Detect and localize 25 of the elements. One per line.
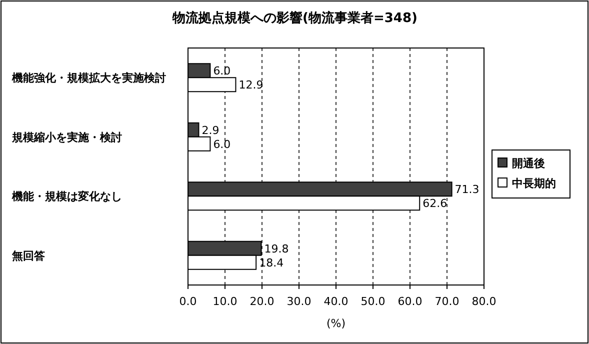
data-label: 18.4	[259, 256, 284, 270]
x-tick-label: 50.0	[360, 295, 386, 308]
data-label: 62.6	[422, 197, 448, 210]
data-label: 19.8	[264, 242, 289, 256]
y-tick-label: 無回答	[11, 249, 46, 262]
y-tick-label: 機能・規模は変化なし	[11, 190, 122, 204]
legend-label: 開通後	[512, 157, 545, 170]
x-tick-label: 10.0	[212, 295, 238, 308]
x-tick-label: 70.0	[434, 295, 460, 308]
x-tick-label: 40.0	[324, 295, 348, 308]
x-tick-label: 0.0	[179, 295, 197, 308]
y-tick-label: 機能強化・規模拡大を実施検討	[11, 72, 166, 85]
data-label: 2.9	[202, 124, 220, 137]
chart-title: 物流拠点規模への影響(物流事業者=348)	[172, 10, 418, 26]
data-label: 71.3	[454, 183, 480, 196]
x-tick-label: 20.0	[250, 295, 274, 308]
x-tick-label: 30.0	[286, 295, 312, 308]
data-label: 6.0	[213, 64, 231, 78]
x-tick-label: 80.0	[472, 295, 496, 308]
legend-label: 中長期的	[512, 177, 556, 190]
x-axis-title: (%)	[326, 317, 346, 330]
data-label: 6.0	[213, 138, 231, 151]
x-tick-label: 60.0	[398, 295, 422, 308]
y-tick-label: 規模縮小を実施・検討	[11, 130, 122, 144]
data-label: 12.9	[238, 78, 264, 92]
